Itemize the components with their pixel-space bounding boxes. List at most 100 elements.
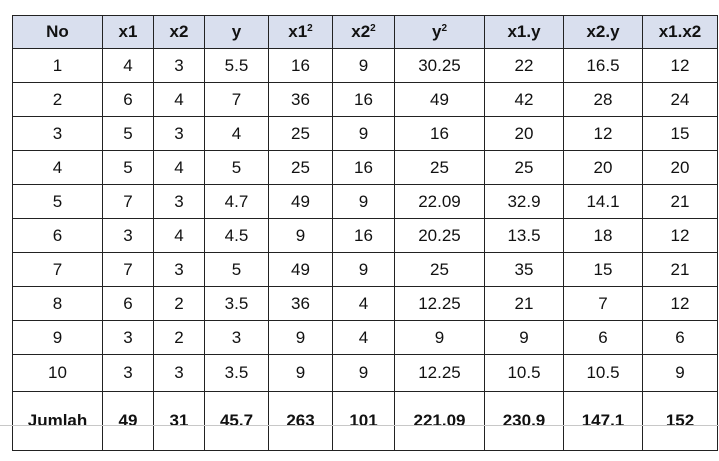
table-cell: 32.9 [484,184,564,219]
totals-cell: 263 [268,391,333,451]
table-cell: 5 [204,252,269,287]
table-cell: 10.5 [563,354,643,392]
table-cell: 3 [153,116,205,151]
table-cell: 12.25 [394,354,485,392]
table-cell: 4 [204,116,269,151]
header-row: No x1 x2 y x12 x22 y2 x1.y x2.y x1.x2 [12,15,718,49]
table-cell: 9 [12,320,103,355]
table-cell: 10.5 [484,354,564,392]
table-cell: 25 [394,150,485,185]
table-cell: 21 [642,252,718,287]
column-header-label: x2.y [586,22,620,41]
table-cell: 22 [484,48,564,83]
table-cell: 36 [268,82,333,117]
table-cell: 4 [12,150,103,185]
sheet-gridline [0,425,719,426]
table-cell: 9 [332,116,395,151]
table-row: 5 7 3 4.7 49 9 22.09 32.9 14.1 21 [12,184,718,219]
table-cell: 4 [332,286,395,321]
column-header: x2.y [563,15,643,49]
column-header-label: x1 [118,22,138,41]
table-cell: 21 [642,184,718,219]
column-header-label: x2 [169,22,189,41]
table-cell: 5 [102,150,154,185]
table-row: 6 3 4 4.5 9 16 20.25 13.5 18 12 [12,218,718,253]
column-header-label: x1.x2 [658,22,702,41]
column-header-exponent: 2 [370,23,376,34]
table-row: 1 4 3 5.5 16 9 30.25 22 16.5 12 [12,48,718,83]
column-header-exponent: 2 [307,23,313,34]
table-cell: 25 [268,150,333,185]
table-row: 2 6 4 7 36 16 49 42 28 24 [12,82,718,117]
column-header: x1 [102,15,154,49]
table-cell: 7 [102,184,154,219]
column-header: y2 [394,15,485,49]
table-cell: 3 [102,218,154,253]
table-cell: 4.5 [204,218,269,253]
table-cell: 9 [484,320,564,355]
column-header: x22 [332,15,395,49]
table-cell: 3.5 [204,286,269,321]
table-cell: 49 [268,252,333,287]
table-cell: 42 [484,82,564,117]
table-cell: 5 [12,184,103,219]
table-cell: 28 [563,82,643,117]
table-cell: 16.5 [563,48,643,83]
column-header-label: x1.y [507,22,541,41]
table-cell: 9 [268,354,333,392]
column-header: x2 [153,15,205,49]
table-cell: 3 [153,48,205,83]
table-cell: 20 [484,116,564,151]
table-row: 10 3 3 3.5 9 9 12.25 10.5 10.5 9 [12,354,718,392]
table-cell: 4 [153,150,205,185]
table-cell: 16 [332,218,395,253]
column-header-label: x1 [288,22,308,41]
column-header-label: y [431,22,442,41]
table-cell: 12 [642,286,718,321]
column-header: x1.x2 [642,15,718,49]
table-cell: 2 [153,320,205,355]
table-cell: 4 [153,218,205,253]
table-cell: 4 [102,48,154,83]
column-header-label: y [231,22,242,41]
table-cell: 3 [153,184,205,219]
table-cell: 9 [394,320,485,355]
table-cell: 30.25 [394,48,485,83]
table-cell: 7 [102,252,154,287]
table-cell: 12 [642,48,718,83]
table-cell: 3 [102,320,154,355]
totals-cell: 221.09 [394,391,485,451]
column-header: x1.y [484,15,564,49]
table-cell: 16 [332,150,395,185]
table-cell: 3 [204,320,269,355]
table-cell: 20 [563,150,643,185]
table-row: 4 5 4 5 25 16 25 25 20 20 [12,150,718,185]
totals-cell: 45.7 [204,391,269,451]
table-cell: 6 [102,286,154,321]
table-cell: 18 [563,218,643,253]
table-cell: 16 [332,82,395,117]
column-header-label: No [46,22,69,41]
table-cell: 8 [12,286,103,321]
table-cell: 12 [642,218,718,253]
totals-cell: 147.1 [563,391,643,451]
totals-label: Jumlah [12,391,103,451]
table-cell: 7 [12,252,103,287]
table-cell: 16 [268,48,333,83]
column-header: x12 [268,15,333,49]
table-cell: 9 [332,252,395,287]
column-header-exponent: 2 [441,23,448,34]
table-cell: 9 [642,354,718,392]
table-cell: 15 [642,116,718,151]
table-cell: 16 [394,116,485,151]
table-cell: 12 [563,116,643,151]
table-cell: 3 [102,354,154,392]
table-row: 7 7 3 5 49 9 25 35 15 21 [12,252,718,287]
table-cell: 7 [204,82,269,117]
table-cell: 12.25 [394,286,485,321]
table-cell: 25 [268,116,333,151]
table-cell: 6 [102,82,154,117]
table-cell: 49 [394,82,485,117]
table-cell: 2 [153,286,205,321]
